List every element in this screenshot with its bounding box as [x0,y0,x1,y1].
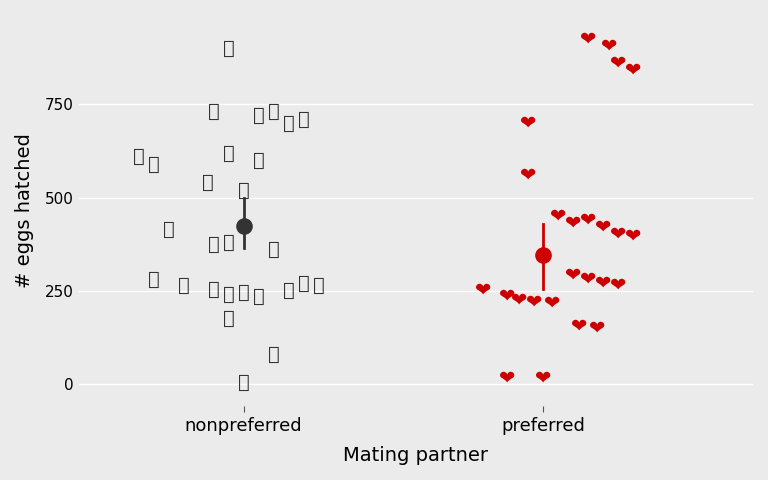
Text: 💔: 💔 [178,276,190,295]
Text: 💔: 💔 [238,181,250,200]
Text: 💔: 💔 [268,102,280,121]
Text: ❤︎: ❤︎ [475,281,492,300]
Text: 💔: 💔 [238,283,250,302]
Text: ❤︎: ❤︎ [544,294,561,313]
Text: 💔: 💔 [223,285,234,304]
Text: 💔: 💔 [268,345,280,364]
Text: ❤︎: ❤︎ [580,211,597,229]
Text: 💔: 💔 [283,281,294,300]
Text: 💔: 💔 [253,287,264,306]
Text: ❤︎: ❤︎ [571,317,588,336]
Text: 💔: 💔 [223,233,234,252]
Text: ❤︎: ❤︎ [565,214,581,233]
Text: 💔: 💔 [208,279,220,299]
Text: ❤︎: ❤︎ [580,270,597,289]
Text: 💔: 💔 [253,151,264,170]
Text: 💔: 💔 [253,106,264,125]
Text: ❤︎: ❤︎ [625,61,641,81]
Text: ❤︎: ❤︎ [610,54,627,73]
Text: 💔: 💔 [298,274,310,293]
Text: 💔: 💔 [223,39,234,58]
Text: ❤︎: ❤︎ [550,207,567,226]
Y-axis label: # eggs hatched: # eggs hatched [15,133,34,288]
Text: 💔: 💔 [163,220,174,239]
Text: 💔: 💔 [202,173,214,192]
Text: ❤︎: ❤︎ [589,319,605,337]
Text: ❤︎: ❤︎ [601,37,617,56]
Text: ❤︎: ❤︎ [511,291,528,310]
Text: 💔: 💔 [283,114,294,132]
Text: 💔: 💔 [313,276,324,295]
Text: ❤︎: ❤︎ [610,276,627,295]
Text: ❤︎: ❤︎ [625,228,641,246]
Text: 💔: 💔 [298,110,310,129]
Text: ❤︎: ❤︎ [520,114,537,132]
Text: ❤︎: ❤︎ [535,369,551,388]
Text: 💔: 💔 [148,155,160,174]
Text: 💔: 💔 [223,144,234,162]
X-axis label: Mating partner: Mating partner [343,446,488,465]
Text: 💔: 💔 [268,240,280,259]
Point [537,252,549,259]
Text: 💔: 💔 [223,309,234,328]
Text: 💔: 💔 [208,102,220,121]
Text: 💔: 💔 [208,235,220,254]
Point [237,222,250,229]
Text: ❤︎: ❤︎ [526,293,542,312]
Text: ❤︎: ❤︎ [610,226,627,244]
Text: ❤︎: ❤︎ [520,166,537,185]
Text: ❤︎: ❤︎ [595,274,611,293]
Text: ❤︎: ❤︎ [595,218,611,237]
Text: 💔: 💔 [133,147,144,166]
Text: ❤︎: ❤︎ [580,30,597,49]
Text: ❤︎: ❤︎ [499,369,515,388]
Text: ❤︎: ❤︎ [565,266,581,286]
Text: 💔: 💔 [148,270,160,289]
Text: 💔: 💔 [238,373,250,392]
Text: ❤︎: ❤︎ [499,287,515,306]
